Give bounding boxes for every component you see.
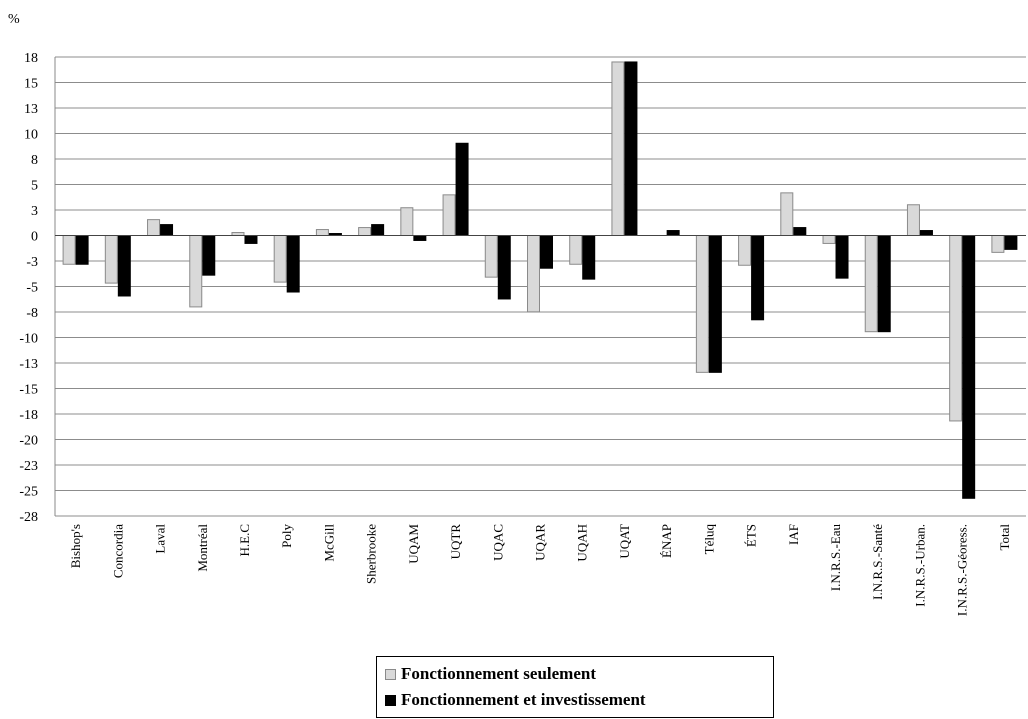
x-axis-categories: Bishop's Concordia Laval Montréal H.E.C Poly M…: [68, 524, 1012, 617]
bar-fonctionnement-seulement: [442, 194, 456, 236]
y-tick-label: -13: [19, 357, 38, 372]
bar-fonctionnement-seulement: [611, 61, 625, 237]
bar-fonctionnement-et-investissement: [244, 235, 258, 244]
bar-fonctionnement-et-investissement: [793, 227, 807, 236]
bar-fonctionnement-seulement: [62, 235, 76, 265]
x-category-label: ÉNAP: [659, 524, 674, 558]
bar-fonctionnement-et-investissement: [371, 224, 385, 236]
x-category-label: Poly: [279, 524, 294, 548]
x-category-label: I.N.R.S.-Eau: [828, 524, 843, 592]
bar-fonctionnement-et-investissement: [877, 235, 891, 333]
x-category-label: ÉTS: [744, 524, 759, 547]
x-category-label: I.N.R.S.-Géoress.: [955, 524, 970, 616]
y-tick-label: -3: [26, 255, 38, 270]
legend-item-fonctionnement-seulement: Fonctionnement seulement: [385, 664, 596, 684]
bar-fonctionnement-et-investissement: [202, 235, 216, 276]
bar-fonctionnement-et-investissement: [835, 235, 849, 279]
y-tick-label: -28: [19, 510, 38, 525]
x-category-label: Bishop's: [68, 524, 83, 568]
y-tick-label: 18: [24, 51, 38, 66]
bar-fonctionnement-et-investissement: [962, 235, 976, 499]
x-category-label: UQAH: [575, 524, 590, 562]
legend-item-fonctionnement-et-investissement: Fonctionnement et investissement: [385, 690, 646, 710]
y-tick-label: 13: [24, 102, 38, 117]
x-category-label: Montréal: [195, 524, 210, 572]
y-unit-label: %: [8, 12, 20, 27]
bar-fonctionnement-et-investissement: [624, 61, 638, 237]
y-tick-label: -10: [19, 332, 38, 347]
y-tick-label: 15: [24, 77, 38, 92]
bar-fonctionnement-et-investissement: [455, 142, 469, 236]
y-tick-label: 8: [31, 153, 38, 168]
x-category-label: Sherbrooke: [364, 524, 379, 584]
x-category-label: Laval: [153, 524, 168, 554]
bar-fonctionnement-seulement: [315, 229, 329, 237]
bar-fonctionnement-et-investissement: [286, 235, 300, 293]
bar-fonctionnement-et-investissement: [117, 235, 131, 297]
bar-fonctionnement-et-investissement: [160, 224, 174, 236]
gridlines: [55, 56, 1026, 517]
bar-fonctionnement-seulement: [189, 235, 203, 308]
bar-fonctionnement-seulement: [527, 235, 540, 313]
x-category-label: I.N.R.S.-Santé: [870, 524, 885, 600]
bar-fonctionnement-et-investissement: [75, 235, 89, 265]
bar-fonctionnement-seulement: [400, 207, 414, 237]
x-category-label: I.N.R.S.-Urban.: [912, 524, 927, 607]
y-tick-label: -18: [19, 408, 38, 423]
bar-fonctionnement-et-investissement: [1004, 235, 1018, 250]
bar-fonctionnement-seulement: [695, 235, 709, 373]
bar-fonctionnement-seulement: [104, 235, 118, 284]
bar-fonctionnement-seulement: [273, 235, 287, 283]
x-category-label: Concordia: [110, 524, 125, 578]
x-category-label: H.E.C: [237, 524, 252, 557]
bar-fonctionnement-seulement: [569, 235, 583, 265]
y-tick-label: -23: [19, 459, 38, 474]
x-category-label: IAF: [786, 524, 801, 545]
bar-fonctionnement-seulement: [738, 235, 752, 266]
bar-fonctionnement-seulement: [147, 219, 161, 236]
y-tick-label: -5: [26, 281, 38, 296]
x-category-label: Téluq: [701, 524, 716, 555]
legend: Fonctionnement seulement Fonctionnement …: [376, 656, 774, 718]
bar-fonctionnement-et-investissement: [540, 235, 553, 269]
x-category-label: Total: [997, 524, 1012, 551]
bar-fonctionnement-seulement: [949, 235, 963, 422]
x-category-label: UQAM: [406, 524, 421, 564]
bar-fonctionnement-et-investissement: [919, 230, 933, 237]
legend-swatch-black: [385, 694, 396, 706]
legend-swatch-gray: [385, 668, 396, 680]
x-category-label: McGill: [321, 524, 336, 562]
y-tick-label: -20: [19, 434, 38, 449]
x-category-label: UQTR: [448, 524, 463, 560]
y-tick-label: 0: [31, 230, 38, 245]
x-category-label: UQAR: [533, 524, 548, 561]
x-category-label: UQAC: [490, 524, 505, 561]
y-tick-label: 5: [31, 179, 38, 194]
bar-fonctionnement-et-investissement: [708, 235, 722, 373]
bar-fonctionnement-seulement: [358, 227, 372, 236]
bars: [62, 61, 1018, 499]
y-tick-label: -25: [19, 485, 38, 500]
y-tick-label: -8: [26, 306, 38, 321]
bar-fonctionnement-seulement: [822, 235, 836, 244]
y-axis-ticks: 18 15 13 10 8 5 3 0 -3 -5 -8 -10 -13 -15 -18 -20 -23 -25 -…: [19, 51, 38, 525]
bar-fonctionnement-et-investissement: [413, 235, 427, 241]
y-tick-label: 3: [31, 204, 38, 219]
legend-label: Fonctionnement seulement: [401, 664, 597, 683]
bar-fonctionnement-seulement: [991, 235, 1005, 253]
bar-fonctionnement-et-investissement: [582, 235, 596, 280]
bar-fonctionnement-seulement: [780, 192, 794, 237]
bar-fonctionnement-et-investissement: [666, 230, 680, 237]
bar-fonctionnement-seulement: [484, 235, 498, 278]
bar-fonctionnement-seulement: [864, 235, 878, 333]
bar-fonctionnement-seulement: [906, 204, 920, 236]
legend-label: Fonctionnement et investissement: [401, 690, 646, 709]
bar-fonctionnement-et-investissement: [497, 235, 511, 300]
y-tick-label: -15: [19, 383, 38, 398]
x-category-label: UQAT: [617, 524, 632, 559]
y-tick-label: 10: [24, 128, 38, 143]
bar-fonctionnement-et-investissement: [751, 235, 765, 321]
